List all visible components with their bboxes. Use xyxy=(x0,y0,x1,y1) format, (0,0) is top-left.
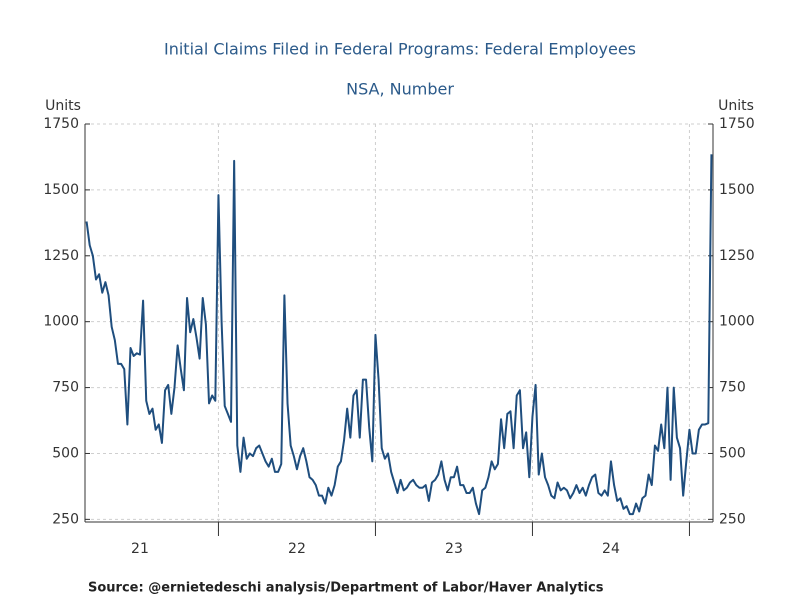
y2-tick-label: 1750 xyxy=(719,116,755,132)
data-line xyxy=(85,154,713,516)
y2-tick-label: 1250 xyxy=(719,248,755,264)
y2-tick-label: 1500 xyxy=(719,182,755,198)
source-note: Source: @ernietedeschi analysis/Departme… xyxy=(88,581,604,596)
y-tick-label: 500 xyxy=(52,445,79,461)
y-tick-label: 1000 xyxy=(43,314,79,330)
y-tick-label: 750 xyxy=(52,380,79,396)
y2-axis-label: Units xyxy=(718,98,754,114)
y2-tick-label: 250 xyxy=(719,511,746,527)
y-axis-label: Units xyxy=(45,98,81,114)
y2-tick-label: 750 xyxy=(719,380,746,396)
x-tick-label: 24 xyxy=(602,541,620,557)
y-tick-label: 1500 xyxy=(43,182,79,198)
y-tick-label: 1750 xyxy=(43,116,79,132)
y2-tick-label: 1000 xyxy=(719,314,755,330)
x-tick-label: 22 xyxy=(288,541,306,557)
chart-title: Initial Claims Filed in Federal Programs… xyxy=(164,40,636,59)
y2-tick-label: 500 xyxy=(719,445,746,461)
y-tick-label: 250 xyxy=(52,511,79,527)
chart-subtitle: NSA, Number xyxy=(346,80,454,99)
x-tick-label: 21 xyxy=(131,541,149,557)
x-tick-label: 23 xyxy=(445,541,463,557)
y-tick-label: 1250 xyxy=(43,248,79,264)
